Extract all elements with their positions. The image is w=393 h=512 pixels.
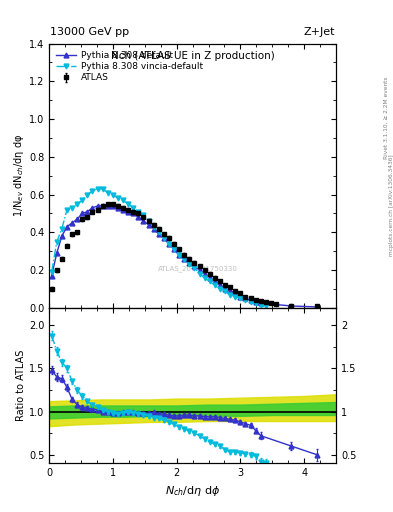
X-axis label: $N_{ch}$/d$\eta$ d$\phi$: $N_{ch}$/d$\eta$ d$\phi$ [165, 484, 220, 498]
Pythia 8.308 default [80, 210, 84, 217]
Pythia 8.308 default [167, 241, 171, 247]
Pythia 8.308 default [243, 295, 248, 302]
Pythia 8.308 vincia-default [131, 205, 136, 211]
Pythia 8.308 vincia-default [187, 261, 192, 267]
Pythia 8.308 default [172, 246, 176, 252]
Pythia 8.308 default [121, 207, 125, 213]
Pythia 8.308 vincia-default [182, 255, 187, 262]
Pythia 8.308 vincia-default [243, 297, 248, 304]
Pythia 8.308 default [146, 222, 151, 228]
Pythia 8.308 vincia-default [238, 295, 243, 302]
Pythia 8.308 vincia-default [264, 303, 268, 309]
Text: Z+Jet: Z+Jet [304, 27, 335, 37]
Pythia 8.308 vincia-default [110, 191, 115, 198]
Pythia 8.308 default [100, 203, 105, 209]
Pythia 8.308 default [141, 218, 146, 224]
Text: mcplots.cern.ch [arXiv:1306.3436]: mcplots.cern.ch [arXiv:1306.3436] [389, 154, 393, 255]
Y-axis label: Ratio to ATLAS: Ratio to ATLAS [16, 350, 26, 421]
Pythia 8.308 default [59, 233, 64, 239]
Pythia 8.308 default [162, 235, 166, 241]
Pythia 8.308 vincia-default [248, 299, 253, 305]
Pythia 8.308 default [64, 224, 69, 230]
Pythia 8.308 vincia-default [100, 186, 105, 192]
Pythia 8.308 vincia-default [90, 188, 95, 194]
Pythia 8.308 vincia-default [228, 291, 233, 297]
Pythia 8.308 vincia-default [75, 201, 79, 207]
Pythia 8.308 default [156, 231, 161, 237]
Pythia 8.308 default [95, 203, 100, 209]
Pythia 8.308 vincia-default [54, 239, 59, 245]
Line: Pythia 8.308 default: Pythia 8.308 default [49, 203, 320, 309]
Pythia 8.308 default [289, 303, 294, 309]
Pythia 8.308 vincia-default [105, 189, 110, 196]
Pythia 8.308 default [151, 225, 156, 231]
Pythia 8.308 default [187, 260, 192, 266]
Pythia 8.308 vincia-default [126, 201, 130, 207]
Pythia 8.308 vincia-default [156, 229, 161, 236]
Pythia 8.308 default [253, 299, 258, 305]
Text: Rivet 3.1.10, ≥ 2.2M events: Rivet 3.1.10, ≥ 2.2M events [384, 76, 388, 159]
Pythia 8.308 vincia-default [85, 191, 90, 198]
Pythia 8.308 default [182, 255, 187, 262]
Pythia 8.308 vincia-default [141, 212, 146, 219]
Pythia 8.308 default [126, 208, 130, 215]
Pythia 8.308 vincia-default [192, 265, 197, 271]
Pythia 8.308 vincia-default [162, 235, 166, 241]
Pythia 8.308 default [116, 205, 120, 211]
Pythia 8.308 default [90, 205, 95, 211]
Pythia 8.308 default [223, 286, 228, 292]
Pythia 8.308 vincia-default [121, 197, 125, 203]
Y-axis label: 1/N$_{ev}$ dN$_{ch}$/dη dφ: 1/N$_{ev}$ dN$_{ch}$/dη dφ [12, 134, 26, 218]
Pythia 8.308 default [110, 203, 115, 209]
Pythia 8.308 vincia-default [213, 282, 217, 288]
Pythia 8.308 vincia-default [59, 225, 64, 231]
Pythia 8.308 default [259, 300, 263, 306]
Pythia 8.308 default [314, 304, 319, 310]
Pythia 8.308 default [131, 210, 136, 217]
Pythia 8.308 vincia-default [172, 246, 176, 252]
Text: 13000 GeV pp: 13000 GeV pp [50, 27, 129, 37]
Pythia 8.308 vincia-default [64, 207, 69, 213]
Pythia 8.308 vincia-default [49, 269, 54, 275]
Pythia 8.308 default [197, 267, 202, 273]
Pythia 8.308 default [75, 216, 79, 222]
Pythia 8.308 vincia-default [233, 293, 238, 300]
Text: ATLAS_2019_I1750330: ATLAS_2019_I1750330 [158, 265, 238, 271]
Pythia 8.308 vincia-default [177, 252, 182, 258]
Pythia 8.308 vincia-default [146, 218, 151, 224]
Text: Nch (ATLAS UE in Z production): Nch (ATLAS UE in Z production) [111, 51, 274, 61]
Pythia 8.308 vincia-default [218, 286, 222, 292]
Pythia 8.308 default [192, 263, 197, 269]
Pythia 8.308 vincia-default [116, 195, 120, 201]
Legend: Pythia 8.308 default, Pythia 8.308 vincia-default, ATLAS: Pythia 8.308 default, Pythia 8.308 vinci… [53, 48, 206, 85]
Pythia 8.308 default [85, 208, 90, 215]
Pythia 8.308 vincia-default [80, 197, 84, 203]
Pythia 8.308 default [136, 214, 141, 220]
Pythia 8.308 vincia-default [70, 205, 74, 211]
Pythia 8.308 default [248, 297, 253, 304]
Pythia 8.308 default [213, 279, 217, 285]
Pythia 8.308 vincia-default [208, 279, 212, 285]
Pythia 8.308 vincia-default [253, 300, 258, 306]
Pythia 8.308 default [70, 220, 74, 226]
Pythia 8.308 default [238, 293, 243, 300]
Pythia 8.308 vincia-default [197, 271, 202, 277]
Line: Pythia 8.308 vincia-default: Pythia 8.308 vincia-default [49, 186, 268, 308]
Pythia 8.308 default [218, 282, 222, 288]
Pythia 8.308 vincia-default [151, 224, 156, 230]
Pythia 8.308 vincia-default [95, 186, 100, 192]
Pythia 8.308 default [202, 271, 207, 277]
Pythia 8.308 vincia-default [167, 241, 171, 247]
Pythia 8.308 default [233, 290, 238, 296]
Pythia 8.308 vincia-default [202, 274, 207, 281]
Pythia 8.308 vincia-default [136, 208, 141, 215]
Pythia 8.308 default [177, 252, 182, 258]
Pythia 8.308 default [54, 250, 59, 256]
Pythia 8.308 default [105, 203, 110, 209]
Pythia 8.308 vincia-default [259, 302, 263, 308]
Pythia 8.308 vincia-default [223, 288, 228, 294]
Pythia 8.308 default [208, 274, 212, 281]
Pythia 8.308 default [49, 273, 54, 279]
Pythia 8.308 default [228, 288, 233, 294]
